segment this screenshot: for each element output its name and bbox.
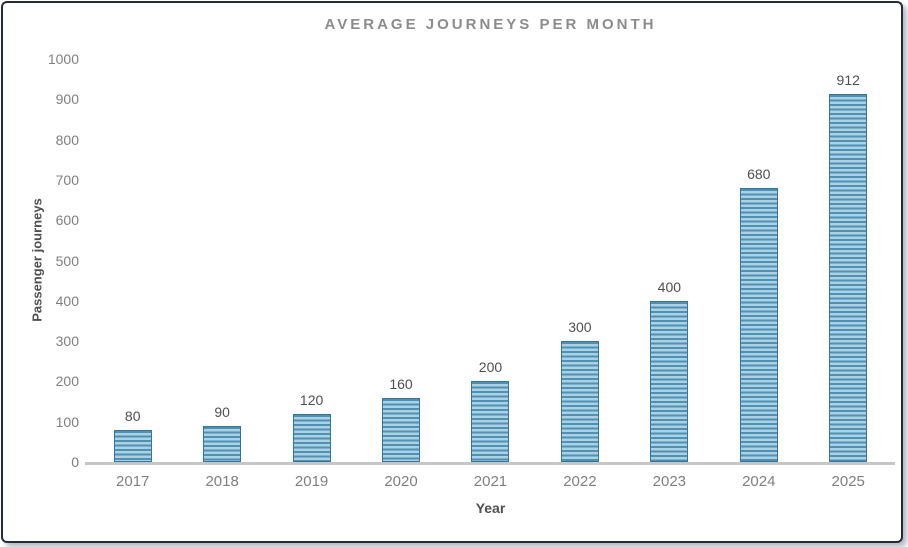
bar-2021 [471, 381, 510, 462]
x-tick-label: 2018 [205, 473, 239, 490]
bar-value-label: 160 [389, 375, 413, 392]
x-tick-label: 2025 [831, 473, 865, 490]
x-tick-label: 2024 [742, 473, 776, 490]
y-tick-label: 200 [55, 373, 79, 390]
x-axis-line [85, 462, 895, 465]
bar-value-label: 400 [657, 278, 682, 295]
y-tick-label: 900 [55, 91, 79, 108]
bar-column: 300 [535, 59, 624, 462]
x-tick-label: 2020 [384, 473, 418, 490]
bar-column: 160 [356, 59, 445, 462]
y-tick-label: 700 [55, 171, 79, 188]
x-tick-label: 2022 [563, 473, 597, 490]
x-tick-label: 2019 [294, 473, 329, 490]
chart-title: AVERAGE JOURNEYS PER MONTH [324, 16, 657, 33]
y-tick-label: 0 [71, 454, 79, 470]
bar-column: 90 [177, 59, 266, 462]
bar-value-label: 80 [124, 407, 141, 424]
bar-value-label: 680 [747, 165, 771, 182]
bar-value-label: 120 [299, 391, 324, 408]
bar-2022 [560, 341, 599, 462]
bar-2023 [650, 300, 689, 462]
y-tick-label: 400 [55, 292, 79, 309]
y-tick-label: 500 [55, 252, 79, 269]
y-tick-label: 600 [55, 212, 79, 229]
bar-2018 [203, 425, 242, 462]
bar-value-label: 912 [836, 72, 860, 89]
bars-container: 80 90 120 160 200 300 400 680 912 [88, 59, 893, 462]
bar-value-label: 90 [214, 403, 230, 420]
y-axis-tick-labels: 0 100 200 300 400 500 600 700 800 900 1000 [3, 51, 79, 470]
x-tick-label: 2023 [652, 473, 687, 490]
y-tick-label: 300 [55, 333, 79, 350]
x-tick-label: 2021 [473, 473, 508, 490]
y-tick-label: 800 [55, 131, 79, 148]
y-tick-label: 100 [55, 413, 79, 430]
bar-column: 120 [267, 59, 356, 462]
bar-2019 [292, 413, 331, 462]
x-axis-title: Year [475, 500, 506, 516]
bar-2024 [739, 187, 778, 462]
bar-column: 680 [714, 59, 803, 462]
bar-2025 [829, 94, 868, 462]
plot-area: 80 90 120 160 200 300 400 680 912 [88, 59, 893, 462]
bar-column: 200 [446, 59, 535, 462]
bar-2020 [382, 397, 421, 462]
bar-value-label: 300 [568, 319, 592, 336]
bar-column: 80 [88, 59, 177, 462]
bar-column: 400 [625, 59, 714, 462]
x-axis-tick-labels: 2017 2018 2019 2020 2021 2022 2023 2024 2025 [88, 473, 893, 490]
y-tick-label: 1000 [47, 51, 79, 67]
bar-2017 [113, 429, 152, 462]
x-tick-label: 2017 [116, 473, 150, 490]
bar-column: 912 [804, 59, 893, 462]
bar-value-label: 200 [478, 359, 503, 376]
